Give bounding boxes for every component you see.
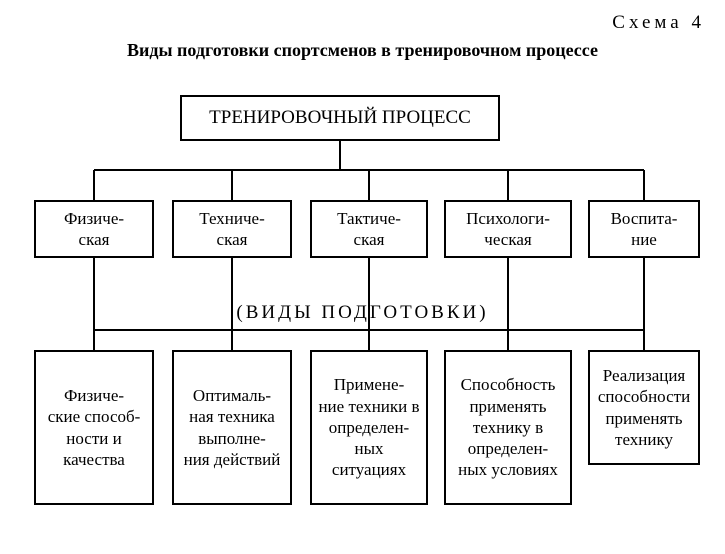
row1-node: Физиче-ская [34,200,154,258]
row1-node: Техниче-ская [172,200,292,258]
row1-node: Тактиче-ская [310,200,428,258]
row2-node: Реализация способности применять технику [588,350,700,465]
row2-node: Физиче-ские способ-ности и качества [34,350,154,505]
diagram-title: Виды подготовки спортсменов в тренировоч… [0,40,725,61]
section-label: (ВИДЫ ПОДГОТОВКИ) [0,302,725,324]
scheme-label: Схема 4 [612,12,705,34]
row2-node: Примене-ние техники в определен-ных ситу… [310,350,428,505]
root-node: ТРЕНИРОВОЧНЫЙ ПРОЦЕСС [180,95,500,141]
row1-node: Воспита-ние [588,200,700,258]
row2-node: Способность применять технику в определе… [444,350,572,505]
row2-node: Оптималь-ная техника выполне-ния действи… [172,350,292,505]
row1-node: Психологи-ческая [444,200,572,258]
